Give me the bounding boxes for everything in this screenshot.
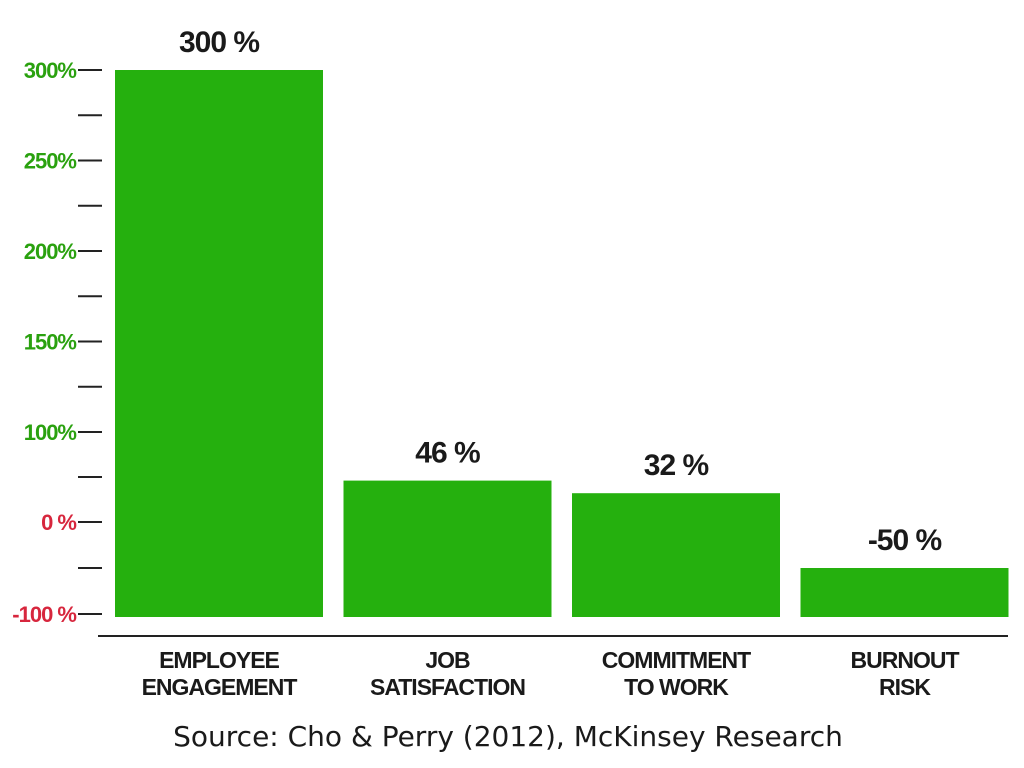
data-label: 300 % (179, 26, 259, 59)
bar (800, 568, 1009, 617)
bar (115, 70, 323, 617)
y-tick-label: -100 % (12, 602, 76, 627)
value-labels: 300 % 46 % 32 % -50 % (179, 26, 943, 557)
category-label: COMMITMENT (602, 647, 751, 673)
data-label: 46 % (415, 437, 480, 470)
category-label: JOB (425, 647, 470, 673)
y-tick-label: 0 % (41, 510, 76, 535)
bars (115, 70, 1009, 617)
bar (343, 480, 552, 617)
bar (572, 493, 780, 617)
category-label: RISK (879, 674, 931, 700)
y-axis: 300% 250% 200% 150% 100% 0 % -100 % (12, 58, 102, 627)
y-tick-label: 250% (24, 149, 77, 174)
category-label: EMPLOYEE (159, 647, 279, 673)
data-label: 32 % (644, 449, 709, 482)
y-tick-label: 200% (24, 239, 77, 264)
category-label: SATISFACTION (370, 674, 525, 700)
source-caption: Source: Cho & Perry (2012), McKinsey Res… (173, 720, 843, 753)
category-label: TO WORK (624, 674, 729, 700)
data-label: -50 % (868, 524, 942, 557)
y-tick-label: 100% (24, 420, 77, 445)
y-tick-label: 300% (24, 58, 77, 83)
y-tick-label: 150% (24, 330, 77, 355)
category-label: ENGAGEMENT (142, 674, 298, 700)
category-label: BURNOUT (851, 647, 960, 673)
